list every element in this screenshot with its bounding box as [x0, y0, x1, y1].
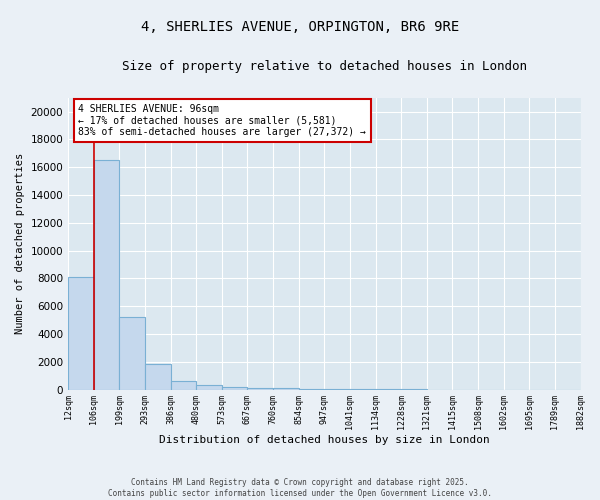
Bar: [119, 318, 145, 390]
Bar: [247, 388, 273, 390]
Bar: [145, 364, 170, 390]
Text: 4 SHERLIES AVENUE: 96sqm
← 17% of detached houses are smaller (5,581)
83% of sem: 4 SHERLIES AVENUE: 96sqm ← 17% of detach…: [79, 104, 366, 137]
Bar: [94, 160, 119, 390]
Title: Size of property relative to detached houses in London: Size of property relative to detached ho…: [122, 60, 527, 73]
Bar: [299, 389, 325, 390]
X-axis label: Distribution of detached houses by size in London: Distribution of detached houses by size …: [159, 435, 490, 445]
Bar: [196, 385, 222, 390]
Text: 4, SHERLIES AVENUE, ORPINGTON, BR6 9RE: 4, SHERLIES AVENUE, ORPINGTON, BR6 9RE: [141, 20, 459, 34]
Bar: [68, 277, 94, 390]
Text: Contains HM Land Registry data © Crown copyright and database right 2025.
Contai: Contains HM Land Registry data © Crown c…: [108, 478, 492, 498]
Bar: [222, 387, 247, 390]
Y-axis label: Number of detached properties: Number of detached properties: [15, 153, 25, 334]
Bar: [273, 388, 299, 390]
Bar: [170, 381, 196, 390]
